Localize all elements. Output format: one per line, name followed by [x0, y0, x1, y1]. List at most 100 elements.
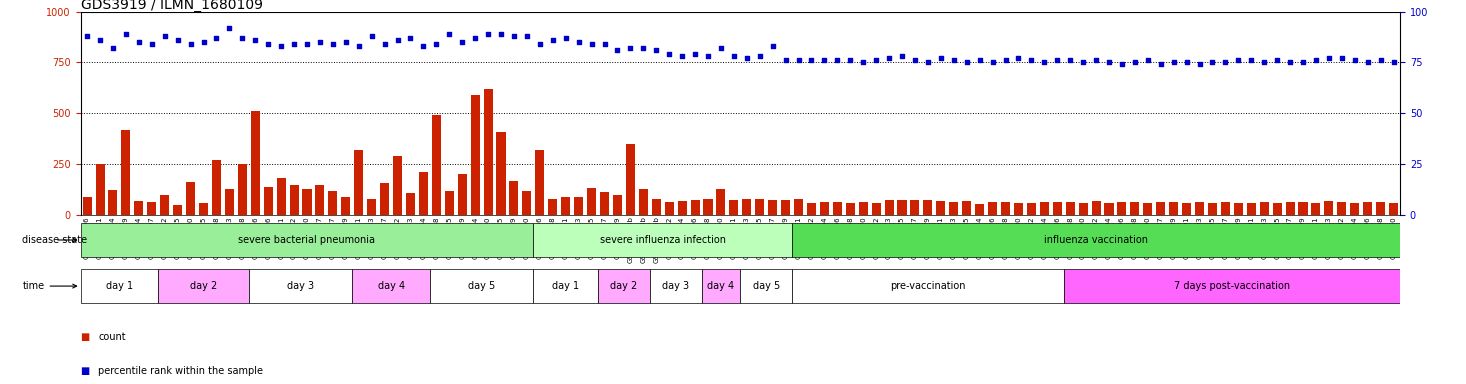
- Text: severe bacterial pneumonia: severe bacterial pneumonia: [239, 235, 375, 245]
- Bar: [1157, 202, 1165, 215]
- Bar: [1299, 202, 1308, 215]
- Point: [852, 59, 875, 65]
- Bar: [937, 201, 946, 215]
- Bar: [910, 200, 919, 215]
- Bar: [833, 202, 841, 215]
- Point: [88, 37, 111, 43]
- Point: [152, 33, 176, 39]
- Text: severe influenza infection: severe influenza infection: [600, 235, 726, 245]
- Point: [179, 41, 202, 47]
- Point: [1045, 57, 1069, 63]
- Text: day 4: day 4: [378, 281, 405, 291]
- Point: [1174, 59, 1198, 65]
- Point: [645, 47, 668, 53]
- Bar: [81, 223, 534, 257]
- Point: [1369, 57, 1393, 63]
- Point: [503, 33, 526, 39]
- Bar: [406, 193, 415, 215]
- Bar: [740, 269, 792, 303]
- Point: [554, 35, 578, 41]
- Bar: [819, 202, 828, 215]
- Bar: [613, 195, 622, 215]
- Bar: [355, 150, 364, 215]
- Point: [412, 43, 435, 49]
- Point: [114, 31, 138, 37]
- Bar: [1064, 269, 1400, 303]
- Bar: [924, 200, 932, 215]
- Point: [1007, 55, 1031, 61]
- Point: [308, 39, 331, 45]
- Bar: [419, 172, 428, 215]
- Point: [683, 51, 707, 57]
- Bar: [315, 185, 324, 215]
- Point: [968, 57, 991, 63]
- Bar: [393, 156, 402, 215]
- Bar: [988, 202, 997, 215]
- Text: influenza vaccination: influenza vaccination: [1044, 235, 1148, 245]
- Point: [372, 41, 396, 47]
- Point: [490, 31, 513, 37]
- Bar: [160, 195, 169, 215]
- Bar: [1377, 202, 1385, 215]
- Bar: [237, 164, 246, 215]
- Bar: [1001, 202, 1010, 215]
- Point: [1356, 59, 1380, 65]
- Bar: [1363, 202, 1372, 215]
- Text: day 3: day 3: [287, 281, 314, 291]
- Point: [361, 33, 384, 39]
- Point: [243, 37, 267, 43]
- Bar: [366, 199, 377, 215]
- Point: [787, 57, 811, 63]
- Point: [657, 51, 680, 57]
- Bar: [352, 269, 430, 303]
- Bar: [497, 132, 506, 215]
- Point: [1163, 59, 1186, 65]
- Bar: [1312, 203, 1321, 215]
- Bar: [755, 199, 764, 215]
- Bar: [639, 189, 648, 215]
- Text: time: time: [22, 281, 76, 291]
- Bar: [962, 201, 972, 215]
- Bar: [742, 199, 752, 215]
- Point: [192, 39, 216, 45]
- Bar: [1039, 202, 1048, 215]
- Bar: [704, 199, 712, 215]
- Point: [1072, 59, 1095, 65]
- Point: [734, 55, 758, 61]
- Bar: [1014, 203, 1023, 215]
- Point: [710, 45, 733, 51]
- Point: [541, 37, 564, 43]
- Bar: [1195, 202, 1204, 215]
- Bar: [1170, 202, 1179, 215]
- Bar: [173, 205, 182, 215]
- Bar: [251, 111, 259, 215]
- Bar: [792, 269, 1064, 303]
- Point: [1110, 61, 1133, 68]
- Point: [1201, 59, 1224, 65]
- Bar: [548, 199, 557, 215]
- Point: [916, 59, 940, 65]
- Bar: [1221, 202, 1230, 215]
- Point: [1020, 57, 1044, 63]
- Bar: [1234, 203, 1243, 215]
- Point: [528, 41, 551, 47]
- Point: [1240, 57, 1264, 63]
- Bar: [457, 174, 466, 215]
- Point: [994, 57, 1017, 63]
- Bar: [626, 144, 635, 215]
- Point: [581, 41, 604, 47]
- Bar: [430, 269, 534, 303]
- Point: [981, 59, 1004, 65]
- Text: count: count: [98, 332, 126, 342]
- Text: GDS3919 / ILMN_1680109: GDS3919 / ILMN_1680109: [81, 0, 262, 12]
- Bar: [846, 203, 855, 215]
- Bar: [1337, 202, 1346, 215]
- Text: day 1: day 1: [106, 281, 133, 291]
- Bar: [264, 187, 273, 215]
- Bar: [781, 200, 790, 215]
- Point: [723, 53, 746, 60]
- Bar: [342, 197, 350, 215]
- Bar: [1143, 203, 1152, 215]
- Point: [696, 53, 720, 60]
- Bar: [690, 200, 699, 215]
